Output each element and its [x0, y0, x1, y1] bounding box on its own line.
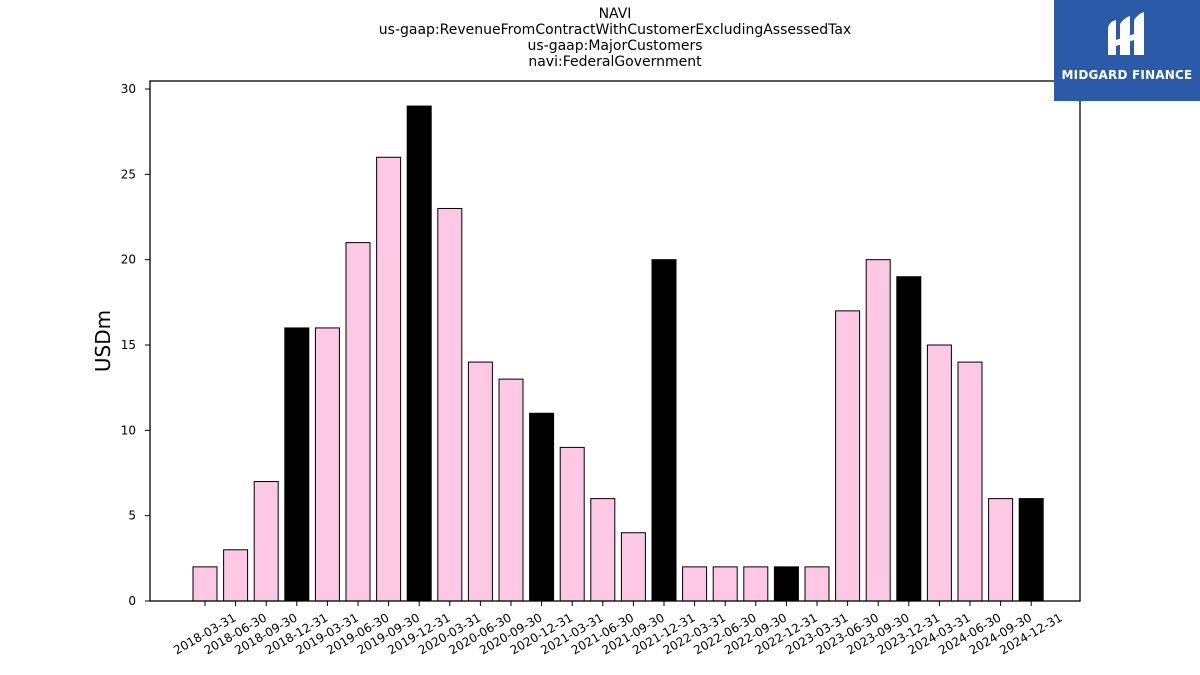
y-tick-label: 0	[128, 594, 136, 608]
y-tick-label: 25	[121, 167, 136, 181]
bar-2018-12-31	[284, 327, 310, 602]
bar-2023-06-30	[835, 310, 861, 602]
bar-2020-03-31	[437, 207, 463, 602]
bar-2023-03-31	[804, 566, 830, 602]
plot-frame	[149, 80, 1081, 602]
bar-2022-09-30	[743, 566, 769, 602]
bar-2021-06-30	[590, 498, 616, 602]
y-axis-label: USDm	[91, 310, 115, 372]
bar-2018-06-30	[223, 549, 249, 602]
bar-2023-12-31	[896, 276, 922, 602]
bar-2022-06-30	[712, 566, 738, 602]
x-axis: 2018-03-312018-06-302018-09-302018-12-31…	[171, 601, 1065, 657]
bar-2021-09-30	[620, 532, 646, 602]
bar-2022-03-31	[682, 566, 708, 602]
y-tick-label: 5	[128, 509, 136, 523]
y-tick-label: 15	[121, 338, 136, 352]
bar-2024-09-30	[988, 498, 1014, 602]
chart-title: NAVI	[598, 6, 632, 22]
bar-2020-12-31	[529, 412, 555, 602]
y-tick-label: 30	[121, 82, 136, 96]
midgard-logo-icon	[1108, 12, 1144, 55]
bar-2023-09-30	[865, 259, 891, 602]
midgard-finance-logo: MIDGARD FINANCE	[1054, 0, 1200, 101]
bar-2019-06-30	[345, 242, 371, 602]
bar-2024-03-31	[926, 344, 952, 602]
bar-2020-09-30	[498, 378, 524, 602]
bar-2019-12-31	[406, 105, 432, 602]
bar-2019-09-30	[376, 156, 402, 602]
bar-2018-09-30	[253, 481, 279, 602]
chart-subtitle-axis: us-gaap:MajorCustomers	[527, 38, 703, 54]
bar-2020-06-30	[467, 361, 493, 602]
y-tick-label: 20	[121, 253, 136, 267]
y-axis: 0 5 10 15 20 25 30	[121, 82, 150, 608]
logo-text: MIDGARD FINANCE	[1061, 68, 1193, 82]
bar-2021-03-31	[559, 446, 585, 602]
bar-2018-03-31	[192, 566, 218, 602]
chart-title-block: NAVI us-gaap:RevenueFromContractWithCust…	[150, 6, 1080, 70]
bar-2021-12-31	[651, 259, 677, 602]
bar-2019-03-31	[314, 327, 340, 602]
chart-subtitle-concept: us-gaap:RevenueFromContractWithCustomerE…	[378, 22, 852, 38]
chart-subtitle-member: navi:FederalGovernment	[528, 54, 702, 70]
bar-2024-12-31	[1018, 498, 1044, 602]
y-tick-label: 10	[121, 423, 136, 437]
bar-2024-06-30	[957, 361, 983, 602]
bars-group	[192, 105, 1044, 602]
bar-2022-12-31	[773, 566, 799, 602]
